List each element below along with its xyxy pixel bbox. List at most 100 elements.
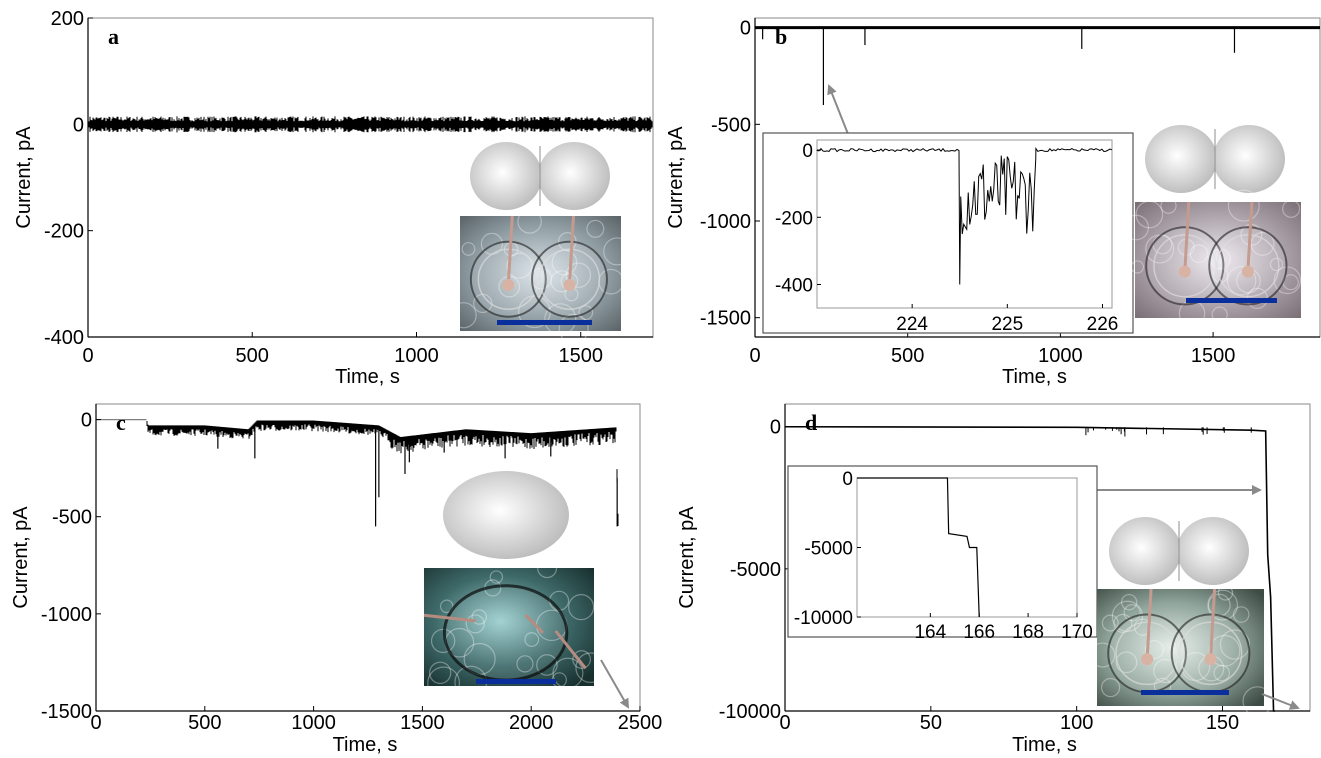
scale-bar: [1141, 690, 1229, 695]
x-tick-label: 0: [749, 345, 760, 367]
electrode-tip: [1141, 653, 1154, 666]
photo-texture: [586, 219, 605, 238]
photo-texture: [489, 570, 504, 584]
photo-well-rim: [477, 248, 540, 310]
photo-texture: [506, 252, 533, 279]
electrode-wire: [1183, 201, 1191, 272]
inset-current-trace: [816, 147, 1113, 285]
photo-texture: [461, 242, 476, 256]
electrode-wire: [524, 613, 545, 634]
x-axis-label: Time, s: [333, 734, 398, 756]
scale-bar: [1186, 298, 1277, 303]
inset-y-tick-label: -200: [775, 208, 813, 229]
continuation-arrow: [600, 659, 629, 709]
y-axis-label: Current, pA: [10, 506, 32, 609]
photo-well-rim: [1153, 234, 1217, 298]
droplet-left-schematic: [470, 142, 542, 210]
photo-texture: [1100, 677, 1121, 698]
scale-bar: [476, 679, 556, 684]
x-tick-label: 500: [236, 345, 269, 367]
y-tick-label: -1000: [41, 604, 92, 626]
electrode-wire: [423, 613, 476, 623]
electrode-wire: [554, 629, 587, 670]
inset-x-tick-label: 170: [1061, 622, 1093, 643]
photo-well-rim: [1115, 621, 1179, 686]
inset-y-tick-label: 0: [842, 469, 853, 490]
y-tick-label: 0: [740, 18, 751, 40]
inset-y-tick-label: -5000: [804, 539, 853, 560]
x-tick-label: 50: [920, 712, 942, 734]
panel-c: 0 500 1000 1500 2000 2500 -1500 -1000 -500 0 Time,…: [10, 403, 662, 756]
x-tick-label: 1500: [558, 345, 603, 367]
x-tick-label: 1000: [394, 345, 439, 367]
x-tick-label: 500: [188, 712, 221, 734]
x-tick-label: 0: [779, 712, 790, 734]
electrode-tip: [1241, 265, 1254, 278]
photo-texture: [1135, 200, 1164, 229]
photo-well-rim: [1178, 621, 1243, 686]
inset-frame: [762, 132, 1134, 334]
electrode-wire: [1209, 588, 1217, 660]
continuation-arrow: [1261, 693, 1300, 710]
inset-y-tick-label: -400: [775, 275, 813, 296]
droplet-right-schematic: [538, 142, 610, 210]
inset-x-tick-label: 168: [1012, 622, 1044, 643]
photo-texture: [565, 262, 592, 288]
electrode-wire: [567, 215, 575, 286]
inset-y-tick-label: 0: [802, 141, 813, 162]
x-tick-label: 500: [891, 345, 924, 367]
x-tick-label: 1500: [400, 712, 445, 734]
electrode-tip: [502, 279, 515, 291]
photo-texture: [524, 632, 540, 647]
photo-texture: [1219, 629, 1251, 660]
photo-texture: [1227, 189, 1260, 222]
photo-texture: [1123, 604, 1141, 622]
photo-texture: [558, 313, 589, 344]
photo-droplet: [442, 584, 569, 682]
photo-texture: [516, 655, 534, 673]
photo-texture: [471, 609, 487, 625]
inset-x-tick-label: 224: [896, 314, 928, 335]
electrode-tip: [563, 279, 576, 291]
photo-texture: [1133, 618, 1152, 636]
photo-texture: [1101, 614, 1119, 632]
y-tick-label: -10000: [719, 701, 781, 723]
y-tick-label: -200: [44, 221, 84, 243]
photo-texture: [1090, 642, 1116, 668]
inset-plot-frame: [816, 139, 1113, 309]
photo-texture: [537, 558, 558, 579]
electrode-wire: [1145, 588, 1153, 660]
photo-texture: [427, 666, 461, 700]
droplet-left-schematic: [1109, 517, 1181, 585]
y-tick-label: -1000: [700, 211, 751, 233]
photo-texture: [1145, 234, 1175, 264]
photo-texture: [1130, 260, 1145, 274]
inset-x-tick-label: 226: [1087, 314, 1119, 335]
x-tick-label: 0: [90, 712, 101, 734]
photo-texture: [1217, 585, 1234, 601]
x-tick-label: 2000: [509, 712, 554, 734]
photo-texture: [572, 650, 591, 669]
y-tick-label: 0: [73, 114, 84, 136]
photo-texture: [1160, 197, 1177, 214]
panel-d: 0 50 100 150 -10000 -5000 0 Time, s Current, pA d…: [676, 403, 1311, 756]
x-axis-label: Time, s: [1002, 366, 1067, 388]
inset-x-tick-label: 164: [914, 622, 946, 643]
panel-b: 0 500 1000 1500 -1500 -1000 -500 0 Time, s Curren…: [665, 17, 1321, 388]
current-trace: [88, 116, 653, 133]
panel-label: d: [805, 410, 817, 435]
photo-texture: [1123, 214, 1150, 241]
y-tick-label: -1500: [700, 308, 751, 330]
photo-texture: [552, 657, 584, 689]
photo-texture: [603, 237, 632, 266]
photo-texture: [1189, 244, 1209, 264]
photo-texture: [1115, 651, 1138, 674]
photo-texture: [1242, 686, 1273, 717]
panel-a: 0 500 1000 1500 -400 -200 0 200 Time, s Current, …: [13, 8, 654, 388]
zoom-arrow: [827, 84, 849, 135]
y-tick-label: -500: [52, 507, 92, 529]
photo-texture: [1211, 306, 1228, 323]
x-tick-label: 100: [1060, 712, 1093, 734]
photo-well-rim: [538, 248, 601, 310]
